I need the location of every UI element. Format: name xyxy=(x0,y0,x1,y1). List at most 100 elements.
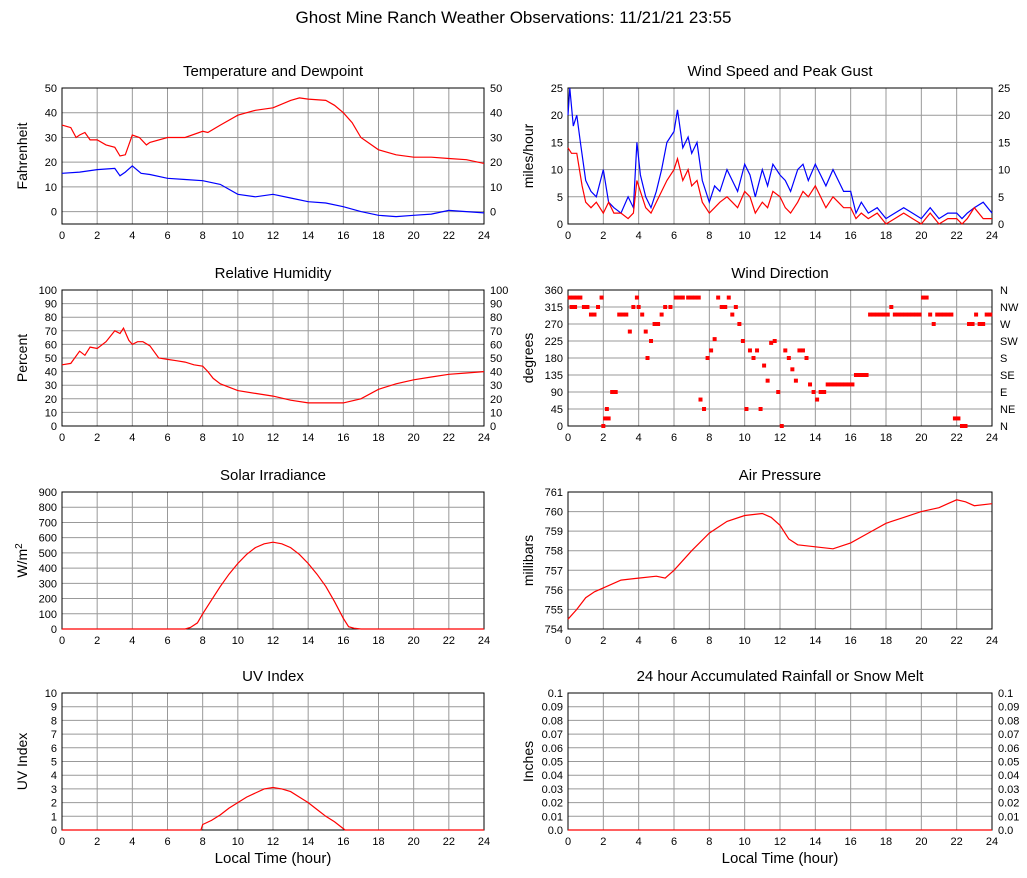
wind-direction-point xyxy=(896,312,901,317)
wind-direction-point xyxy=(636,305,641,309)
x-tick-label: 12 xyxy=(267,432,279,444)
wind-direction-point xyxy=(822,390,827,394)
wind-direction-point xyxy=(698,397,703,402)
y-tick-label-right: 10 xyxy=(490,407,502,419)
x-tick-label: 18 xyxy=(372,836,384,848)
x-tick-label: 12 xyxy=(774,230,786,242)
wind-direction-point xyxy=(952,416,957,421)
wind-direction-point xyxy=(861,373,866,377)
y-tick-label: 0 xyxy=(557,421,563,433)
compass-label: N xyxy=(1000,285,1008,297)
wind-direction-point xyxy=(620,312,625,317)
x-tick-label: 14 xyxy=(302,635,314,647)
wind-direction-point xyxy=(818,390,823,394)
wind-direction-point xyxy=(762,363,767,368)
x-tick-label: 8 xyxy=(200,230,206,242)
x-tick-label: 14 xyxy=(809,635,821,647)
y-tick-label: 100 xyxy=(39,609,57,621)
plot-frame xyxy=(61,491,485,630)
x-tick-label: 6 xyxy=(164,230,170,242)
y-tick-label: 20 xyxy=(45,394,57,406)
x-tick-label: 18 xyxy=(372,432,384,444)
chart-rainfall: 24 hour Accumulated Rainfall or Snow Mel… xyxy=(520,668,1019,867)
x-tick-label: 10 xyxy=(232,836,244,848)
x-tick-label: 18 xyxy=(880,635,892,647)
wind-direction-point xyxy=(839,382,844,387)
x-tick-label: 18 xyxy=(880,836,892,848)
x-tick-label: 14 xyxy=(809,836,821,848)
y-tick-label: 0.09 xyxy=(542,702,563,714)
y-axis-label: UV Index xyxy=(14,733,30,791)
wind-direction-point xyxy=(906,312,911,317)
y-tick-label: 0.03 xyxy=(542,784,563,796)
x-tick-label: 4 xyxy=(636,432,642,444)
wind-direction-point xyxy=(686,295,691,300)
wind-direction-point xyxy=(917,312,922,317)
y-tick-label: 700 xyxy=(39,517,57,529)
x-tick-label: 16 xyxy=(845,836,857,848)
y-tick-label: 60 xyxy=(45,339,57,351)
wind-direction-point xyxy=(649,339,654,343)
x-tick-label: 10 xyxy=(739,230,751,242)
plot-frame xyxy=(61,692,485,831)
plot-frame xyxy=(567,491,993,630)
x-tick-label: 16 xyxy=(337,836,349,848)
y-tick-label: 0 xyxy=(51,825,57,837)
x-tick-label: 20 xyxy=(408,635,420,647)
wind-direction-point xyxy=(786,356,791,360)
y-tick-label: 0.1 xyxy=(548,688,563,700)
wind-direction-point xyxy=(945,312,950,317)
chart-title: Solar Irradiance xyxy=(220,467,326,484)
x-axis-label: Local Time (hour) xyxy=(215,850,332,867)
x-tick-label: 22 xyxy=(443,635,455,647)
wind-direction-point xyxy=(772,339,777,343)
wind-direction-point xyxy=(744,407,749,411)
x-tick-label: 18 xyxy=(372,230,384,242)
wind-direction-point xyxy=(624,312,629,317)
y-tick-label-right: 10 xyxy=(490,182,502,194)
wind-direction-point xyxy=(984,312,989,317)
wind-direction-point xyxy=(599,295,604,300)
y-tick-label-right: 0.04 xyxy=(998,770,1019,782)
wind-direction-point xyxy=(574,295,579,300)
y-tick-label: 25 xyxy=(551,83,563,95)
wind-direction-point xyxy=(643,329,648,334)
x-tick-label: 22 xyxy=(951,432,963,444)
y-tick-label: 50 xyxy=(45,83,57,95)
y-tick-label: 90 xyxy=(45,299,57,311)
x-tick-label: 20 xyxy=(408,432,420,444)
plot-frame xyxy=(61,87,485,225)
y-tick-label: 200 xyxy=(39,594,57,606)
y-tick-label: 80 xyxy=(45,312,57,324)
x-tick-label: 10 xyxy=(739,635,751,647)
x-tick-label: 20 xyxy=(915,836,927,848)
chart-title: Air Pressure xyxy=(739,467,822,484)
y-axis-label: Inches xyxy=(520,741,536,782)
wind-direction-point xyxy=(793,378,798,383)
x-tick-label: 10 xyxy=(232,635,244,647)
y-tick-label-right: 100 xyxy=(490,285,508,297)
wind-direction-point xyxy=(853,373,858,377)
y-tick-label: 270 xyxy=(545,319,563,331)
y-tick-label: 0.06 xyxy=(542,743,563,755)
y-axis-label: miles/hour xyxy=(520,123,536,188)
wind-direction-point xyxy=(949,312,954,317)
x-tick-label: 8 xyxy=(706,836,712,848)
x-tick-label: 8 xyxy=(706,432,712,444)
compass-label: NW xyxy=(1000,302,1019,314)
x-tick-label: 16 xyxy=(845,432,857,444)
compass-label: W xyxy=(1000,319,1011,331)
wind-direction-point xyxy=(963,424,968,428)
x-tick-label: 10 xyxy=(232,432,244,444)
y-tick-label-right: 15 xyxy=(998,137,1010,149)
wind-direction-point xyxy=(974,312,979,317)
y-tick-label: 0.0 xyxy=(548,825,563,837)
y-tick-label: 500 xyxy=(39,548,57,560)
wind-direction-point xyxy=(783,348,788,353)
chart-title: Temperature and Dewpoint xyxy=(183,63,364,80)
wind-direction-point xyxy=(959,424,964,428)
wind-direction-point xyxy=(875,312,880,317)
y-tick-label: 30 xyxy=(45,380,57,392)
wind-direction-point xyxy=(871,312,876,317)
